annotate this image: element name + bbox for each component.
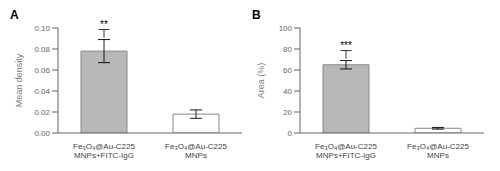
svg-text:0.06: 0.06 (34, 66, 50, 75)
svg-text:Fe₃O₄@Au-C225MNPs: Fe₃O₄@Au-C225MNPs (407, 142, 469, 160)
svg-text:0: 0 (288, 129, 293, 138)
svg-text:40: 40 (283, 87, 292, 96)
svg-text:80: 80 (283, 45, 292, 54)
svg-text:0.08: 0.08 (34, 45, 50, 54)
svg-text:Fe₃O₄@Au-C225MNPs: Fe₃O₄@Au-C225MNPs (165, 142, 227, 160)
svg-text:Fe₃O₄@Au-C225MNPs+FITC-IgG: Fe₃O₄@Au-C225MNPs+FITC-IgG (73, 142, 135, 160)
svg-text:0.04: 0.04 (34, 87, 50, 96)
html-text:B: B (252, 8, 261, 22)
svg-text:**: ** (100, 19, 108, 30)
html-text:A: A (10, 8, 19, 22)
svg-text:100: 100 (279, 24, 293, 33)
svg-text:0.10: 0.10 (34, 24, 50, 33)
svg-text:0.02: 0.02 (34, 108, 50, 117)
svg-text:60: 60 (283, 66, 292, 75)
svg-text:20: 20 (283, 108, 292, 117)
svg-text:Mean density: Mean density (14, 53, 24, 107)
svg-text:0.00: 0.00 (34, 129, 50, 138)
svg-text:Area (%): Area (%) (256, 63, 266, 99)
svg-text:***: *** (340, 40, 352, 51)
svg-text:Fe₃O₄@Au-C225MNPs+FITC-IgG: Fe₃O₄@Au-C225MNPs+FITC-IgG (315, 142, 377, 160)
